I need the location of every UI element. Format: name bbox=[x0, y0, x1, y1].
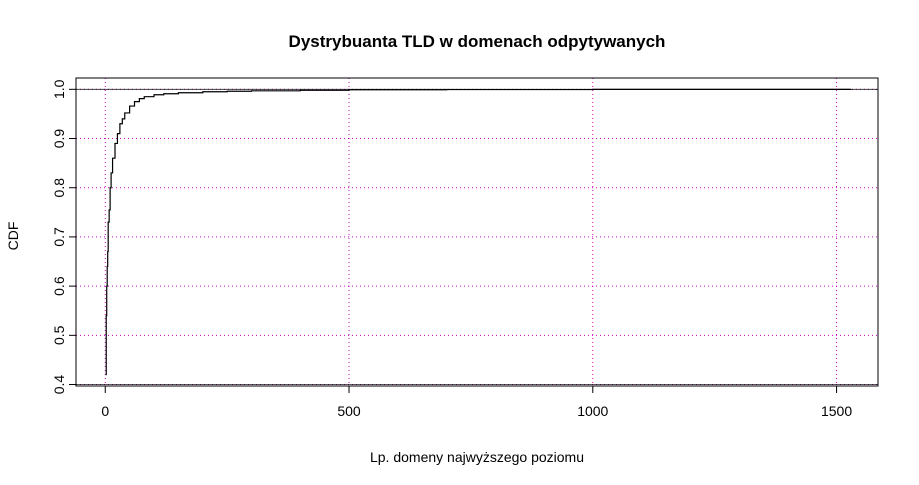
y-tick-label-3: 0.7 bbox=[51, 227, 67, 247]
grid bbox=[76, 78, 878, 386]
series-line-0 bbox=[105, 88, 852, 376]
x-tick-label-3: 1500 bbox=[821, 403, 852, 419]
y-tick-label-5: 0.9 bbox=[51, 129, 67, 149]
y-tick-label-2: 0.6 bbox=[51, 276, 67, 296]
x-tick-label-2: 1000 bbox=[577, 403, 608, 419]
y-tick-label-0: 0.4 bbox=[51, 375, 67, 395]
y-tick-label-4: 0.8 bbox=[51, 178, 67, 198]
y-tick-label-6: 1.0 bbox=[51, 79, 67, 99]
chart-title: Dystrybuanta TLD w domenach odpytywanych bbox=[289, 32, 666, 51]
y-axis-label: CDF bbox=[5, 222, 21, 251]
plot-frame bbox=[75, 77, 879, 387]
y-tick-label-1: 0.5 bbox=[51, 325, 67, 345]
x-axis-label: Lp. domeny najwyższego poziomu bbox=[370, 449, 584, 465]
series-layer bbox=[105, 88, 852, 376]
axes: 0 500 1000 1500 0.4 0.5 0.6 0.7 0.8 0.9 1.0 bbox=[51, 79, 852, 419]
x-tick-label-1: 500 bbox=[337, 403, 361, 419]
x-tick-label-0: 0 bbox=[101, 403, 109, 419]
